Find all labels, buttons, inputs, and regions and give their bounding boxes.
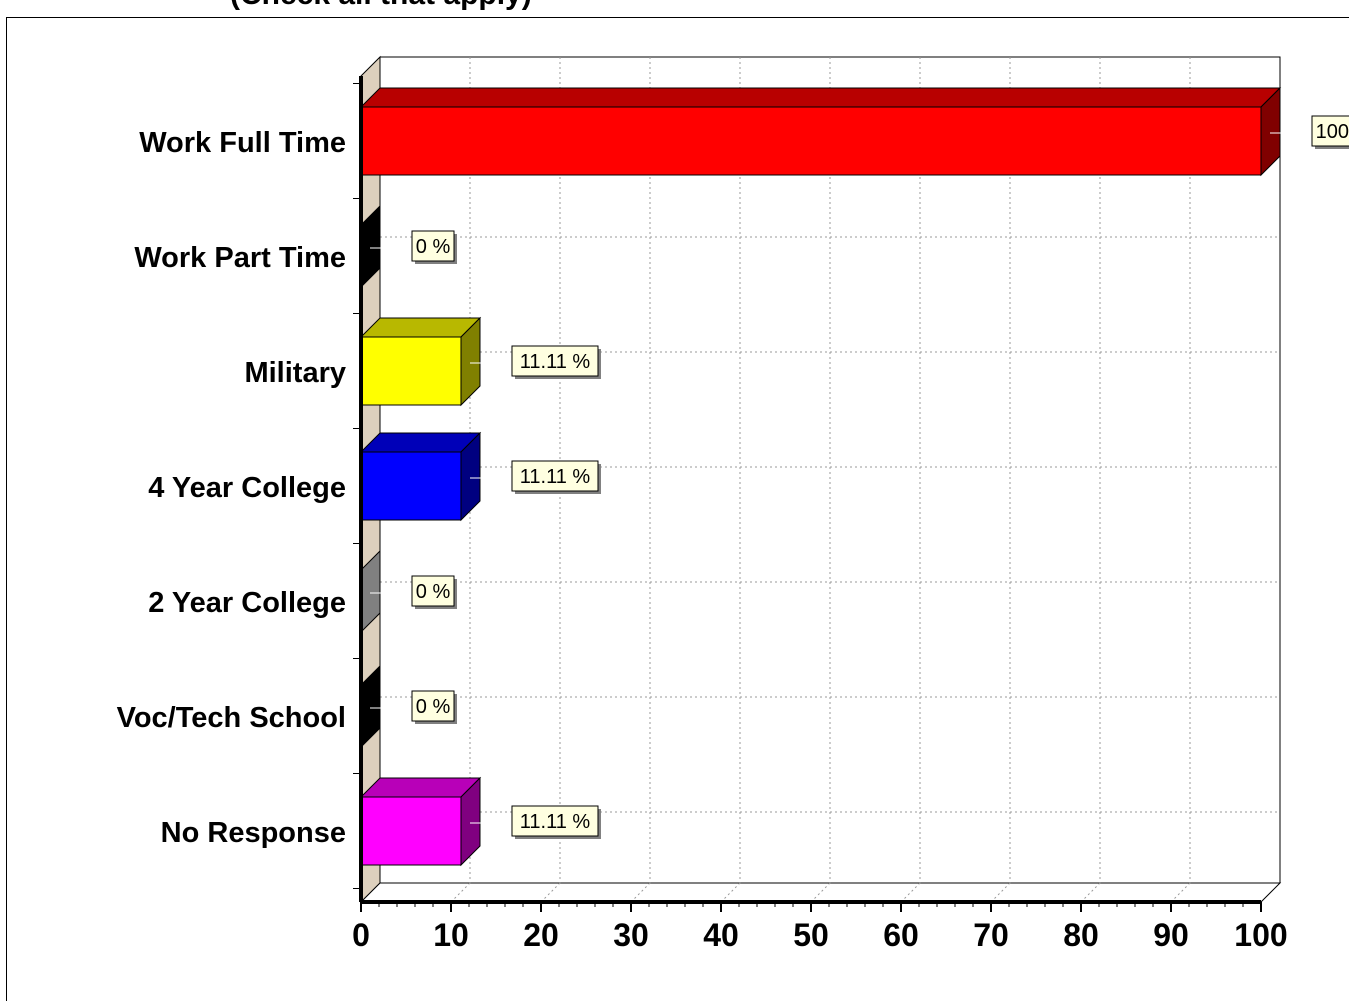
bar-front-face xyxy=(360,106,1262,176)
data-label-text: 11.11 % xyxy=(520,811,591,833)
category-label: Military xyxy=(244,357,346,389)
bar xyxy=(359,86,1282,177)
data-labels: 100 % 0 % 11.11 % 11.11 % 0 % 0 % 11.11 % xyxy=(370,115,1349,839)
x-tick-label: 40 xyxy=(703,917,739,953)
category-label: 2 Year College xyxy=(148,587,346,619)
category-label: Voc/Tech School xyxy=(117,702,346,734)
bar xyxy=(359,776,482,867)
category-label: Work Full Time xyxy=(139,127,346,159)
x-tick-label: 70 xyxy=(973,917,1009,953)
x-tick-label: 60 xyxy=(883,917,919,953)
data-label-text: 100 % xyxy=(1316,121,1349,143)
bar-front-face xyxy=(360,336,462,406)
back-wall-edge xyxy=(380,56,1281,883)
chart-title: (Check all that apply) xyxy=(230,0,532,12)
bars xyxy=(359,86,1282,867)
data-label: 11.11 % xyxy=(469,460,601,494)
x-tick-labels: 0 10 20 30 40 50 60 70 80 90 100 xyxy=(352,917,1288,953)
data-label-box xyxy=(1311,115,1349,147)
data-label-box xyxy=(411,230,455,262)
bar xyxy=(359,316,482,407)
data-label-box xyxy=(511,345,599,377)
chart-frame xyxy=(6,17,1349,1001)
data-label-text: 0 % xyxy=(416,236,451,258)
data-label: 0 % xyxy=(370,690,457,724)
data-label-text: 0 % xyxy=(416,581,451,603)
axes xyxy=(353,76,1262,912)
bar-top-face xyxy=(359,317,482,338)
x-tick-label: 10 xyxy=(433,917,469,953)
category-label: Work Part Time xyxy=(134,242,346,274)
bar-front-face xyxy=(360,451,462,521)
data-label: 100 % xyxy=(1270,115,1349,149)
x-tick-label: 0 xyxy=(352,917,370,953)
data-label-text: 0 % xyxy=(416,696,451,718)
category-labels: Work Full Time Work Part Time Military 4 Ye… xyxy=(117,127,346,849)
plot-background xyxy=(359,55,1282,904)
x-tick-label: 30 xyxy=(613,917,649,953)
category-label: 4 Year College xyxy=(148,472,346,504)
x-tick-label: 20 xyxy=(523,917,559,953)
data-label-box xyxy=(511,460,599,492)
floor xyxy=(359,882,1282,903)
data-label: 11.11 % xyxy=(469,345,601,379)
bar xyxy=(359,431,482,522)
bar-front-face xyxy=(360,796,462,866)
data-label-box xyxy=(411,575,455,607)
x-tick-label: 50 xyxy=(793,917,829,953)
data-label: 0 % xyxy=(370,575,457,609)
bar-top-face xyxy=(359,777,482,798)
data-label-text: 11.11 % xyxy=(520,466,591,488)
data-label-text: 11.11 % xyxy=(520,351,591,373)
bar-top-face xyxy=(359,87,1282,108)
data-label: 0 % xyxy=(370,230,457,264)
bar-top-face xyxy=(359,432,482,453)
x-tick-label: 80 xyxy=(1063,917,1099,953)
x-tick-label: 100 xyxy=(1234,917,1287,953)
category-label: No Response xyxy=(161,817,346,849)
data-label: 11.11 % xyxy=(469,805,601,839)
data-label-box xyxy=(511,805,599,837)
data-label-box xyxy=(411,690,455,722)
x-tick-label: 90 xyxy=(1153,917,1189,953)
